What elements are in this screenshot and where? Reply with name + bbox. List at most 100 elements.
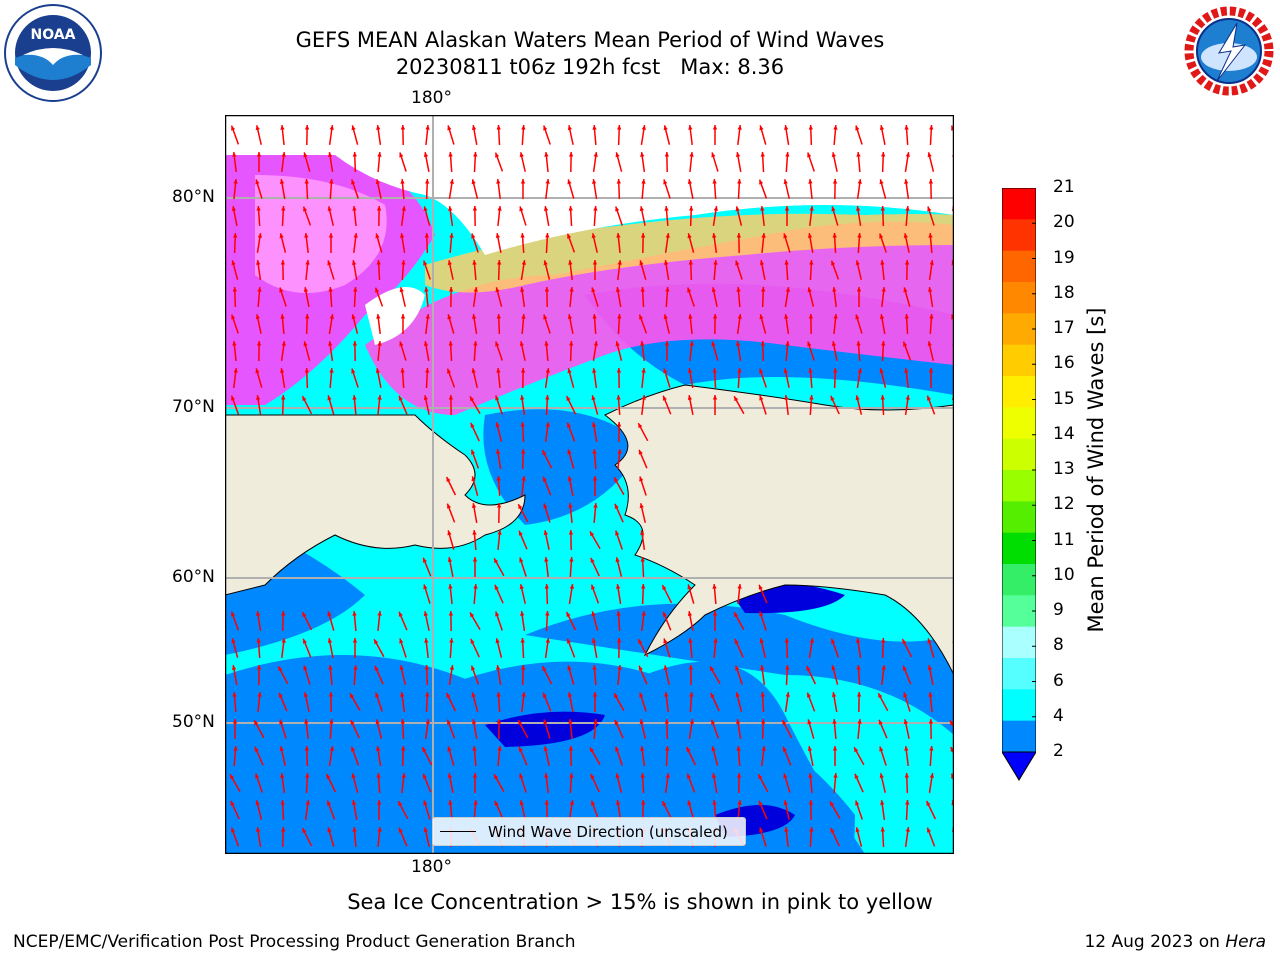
- wave-direction-arrowhead: [735, 341, 741, 346]
- wave-direction-arrowhead: [808, 179, 813, 184]
- wave-direction-arrowhead: [710, 692, 715, 698]
- wave-direction-arrowhead: [640, 530, 645, 535]
- colorbar: [1002, 188, 1036, 781]
- wave-direction-arrowhead: [281, 638, 286, 643]
- wave-direction-arrowhead: [641, 368, 646, 373]
- wave-direction-arrowhead: [735, 692, 740, 698]
- wave-direction-arrowhead: [569, 341, 574, 346]
- wave-direction-arrowhead: [494, 800, 499, 806]
- colorbar-segment: [1002, 282, 1036, 314]
- wave-direction-arrowhead: [686, 747, 691, 753]
- colorbar-tick-label: 20: [1053, 212, 1075, 233]
- wave-direction-arrowhead: [590, 747, 595, 753]
- wave-direction-arrowhead: [425, 125, 430, 130]
- wave-direction-arrowhead: [784, 206, 790, 211]
- legend-label: Wind Wave Direction (unscaled): [488, 822, 728, 841]
- wave-direction-arrowhead: [592, 368, 597, 373]
- wave-direction-arrowhead: [687, 368, 693, 373]
- colorbar-segment: [1002, 626, 1036, 659]
- wave-direction-arrowhead: [425, 692, 430, 697]
- colorbar-segment: [1002, 219, 1036, 252]
- wave-direction-arrowhead: [687, 179, 693, 185]
- legend-line-icon: [440, 831, 476, 832]
- wave-direction-arrowhead: [400, 719, 405, 724]
- wave-direction-arrowhead: [711, 341, 716, 347]
- wave-direction-arrowhead: [881, 287, 886, 292]
- wave-direction-arrowhead: [254, 746, 259, 752]
- wave-direction-arrowhead: [280, 260, 286, 265]
- wave-direction-arrowhead: [495, 233, 501, 239]
- colorbar-segment: [1002, 313, 1036, 346]
- wave-direction-arrowhead: [592, 125, 597, 130]
- wave-direction-arrowhead: [327, 395, 332, 401]
- wave-direction-arrowhead: [903, 233, 908, 239]
- wave-direction-arrowhead: [496, 476, 501, 481]
- wave-direction-arrowhead: [807, 746, 813, 752]
- wave-direction-arrowhead: [711, 287, 716, 293]
- wave-direction-arrowhead: [616, 233, 621, 238]
- wave-direction-arrowhead: [496, 368, 501, 373]
- wave-direction-arrowhead: [329, 368, 334, 373]
- wave-direction-arrowhead: [231, 125, 236, 131]
- wave-direction-arrowhead: [425, 314, 430, 319]
- wave-direction-arrowhead: [446, 503, 452, 509]
- wave-direction-arrowhead: [230, 800, 235, 806]
- wave-direction-arrowhead: [543, 503, 548, 509]
- wave-direction-arrowhead: [302, 638, 307, 644]
- footer-machine: Hera: [1225, 932, 1266, 952]
- wave-direction-arrowhead: [422, 747, 427, 753]
- wave-direction-arrowhead: [424, 287, 429, 292]
- wave-direction-arrowhead: [641, 800, 646, 805]
- map-subtitle: 20230811 t06z 192h fcst Max: 8.36: [395, 55, 785, 79]
- colorbar-tick-label: 14: [1053, 423, 1075, 444]
- wave-direction-arrowhead: [784, 395, 789, 400]
- colorbar-tick-label: 2: [1053, 741, 1064, 761]
- colorbar-tick-label: 10: [1053, 564, 1075, 585]
- colorbar-tick-label: 17: [1053, 318, 1075, 338]
- wave-direction-arrowhead: [471, 665, 476, 671]
- wave-direction-arrowhead: [352, 611, 357, 616]
- wave-direction-arrowhead: [495, 449, 501, 454]
- wave-direction-arrowhead: [905, 800, 910, 805]
- wave-direction-arrowhead: [737, 368, 742, 373]
- wave-direction-arrowhead: [399, 287, 404, 293]
- wave-direction-arrowhead: [760, 152, 765, 157]
- wave-direction-arrowhead: [352, 638, 358, 643]
- wave-direction-arrowhead: [279, 179, 285, 184]
- wave-direction-arrowhead: [905, 152, 911, 157]
- wave-direction-arrowhead: [495, 152, 500, 158]
- wave-direction-arrowhead: [639, 260, 644, 266]
- wave-direction-arrowhead: [519, 773, 524, 779]
- wave-direction-arrowhead: [712, 314, 718, 319]
- wave-direction-arrowhead: [640, 746, 645, 751]
- wave-direction-arrowhead: [470, 422, 475, 428]
- wave-direction-arrowhead: [473, 584, 478, 589]
- sea-ice-edge-yellow: [425, 213, 954, 293]
- wave-direction-arrowhead: [807, 287, 812, 293]
- wave-direction-arrowhead: [879, 368, 884, 374]
- wave-direction-arrowhead: [542, 450, 547, 456]
- wave-direction-arrowhead: [376, 125, 381, 130]
- wave-direction-arrowhead: [617, 260, 622, 265]
- wave-direction-arrowhead: [495, 341, 500, 347]
- wave-direction-arrowhead: [518, 504, 523, 510]
- wave-direction-arrowhead: [542, 476, 547, 482]
- land-siberia: [225, 414, 526, 596]
- map-title: GEFS MEAN Alaskan Waters Mean Period of …: [295, 28, 885, 52]
- footer-date: 12 Aug 2023 on Hera: [1084, 932, 1266, 952]
- wave-direction-arrowhead: [616, 368, 622, 373]
- wave-direction-arrowhead: [233, 179, 238, 184]
- wave-direction-arrowhead: [736, 233, 742, 238]
- wave-direction-arrowhead: [905, 827, 910, 832]
- wave-direction-arrowhead: [520, 233, 525, 238]
- wave-direction-arrowhead: [833, 125, 838, 130]
- wave-direction-arrowhead: [328, 287, 333, 292]
- wave-direction-arrowhead: [593, 719, 598, 724]
- wave-direction-arrowhead: [759, 395, 764, 401]
- wave-direction-arrowhead: [663, 125, 668, 131]
- wave-direction-arrowhead: [423, 260, 428, 266]
- colorbar-tick-label: 11: [1053, 529, 1075, 550]
- wave-direction-arrowhead: [326, 774, 331, 780]
- wave-direction-arrowhead: [567, 665, 572, 671]
- wave-direction-arrowhead: [735, 206, 740, 212]
